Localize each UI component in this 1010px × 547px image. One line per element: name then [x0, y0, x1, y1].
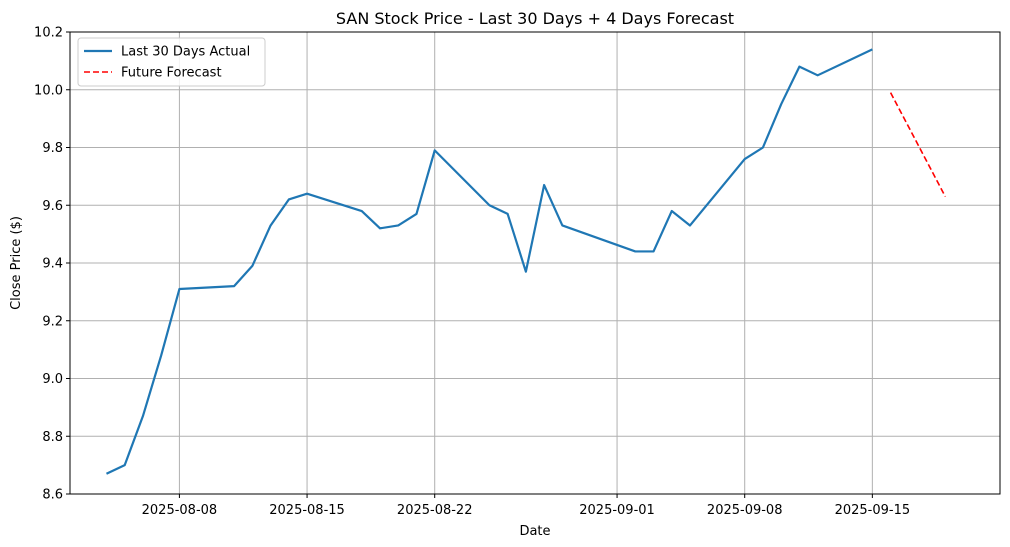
series-layer [105, 48, 946, 475]
legend-entry-label: Future Forecast [121, 66, 222, 81]
x-axis-label: Date [519, 524, 550, 539]
series-line-forecast [889, 92, 946, 197]
x-tick-label: 2025-08-08 [142, 503, 218, 518]
series-line-actual [105, 48, 873, 475]
x-tick-label: 2025-08-22 [397, 503, 473, 518]
y-axis-label: Close Price ($) [9, 216, 24, 310]
y-tick-label: 9.6 [42, 199, 63, 214]
x-tick-label: 2025-09-08 [707, 503, 783, 518]
y-tick-label: 9.0 [42, 372, 63, 387]
y-tick-label: 10.2 [34, 26, 63, 41]
y-tick-label: 8.6 [42, 488, 63, 503]
grid [70, 31, 1000, 495]
y-tick-label: 10.0 [34, 83, 63, 98]
legend-entry-label: Last 30 Days Actual [121, 45, 250, 60]
y-tick-label: 9.4 [42, 257, 63, 272]
legend: Last 30 Days Actual Future Forecast [77, 37, 266, 87]
axis-ticks: 2025-08-08 2025-08-15 2025-08-22 2025-09-01… [34, 26, 910, 519]
chart-title: SAN Stock Price - Last 30 Days + 4 Days … [336, 9, 734, 28]
y-tick-label: 9.2 [42, 314, 63, 329]
x-tick-label: 2025-08-15 [269, 503, 345, 518]
y-tick-label: 9.8 [42, 141, 63, 156]
legend-box [77, 37, 266, 87]
y-tick-label: 8.8 [42, 430, 63, 445]
x-tick-label: 2025-09-15 [835, 503, 911, 518]
x-tick-label: 2025-09-01 [579, 503, 655, 518]
